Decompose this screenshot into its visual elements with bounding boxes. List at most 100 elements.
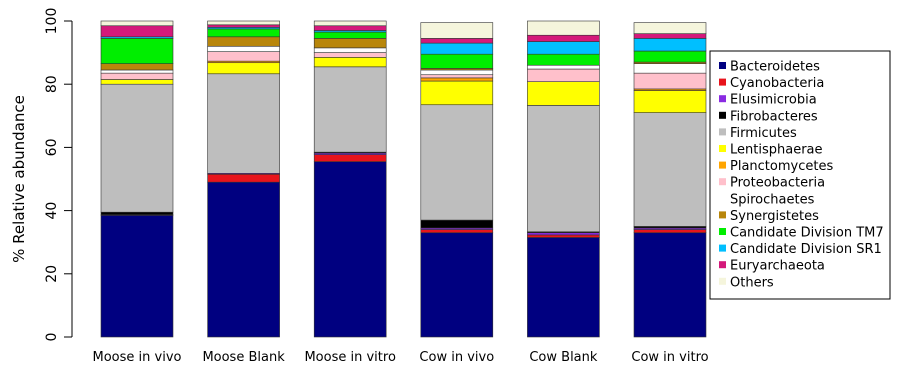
bar-segment-spirochaetes [633,63,707,74]
bar-segment-synergistetes [100,63,174,71]
bar-segment-euryarchaeota [100,25,174,38]
legend-swatch [719,78,726,86]
y-tick-label: 80 [44,75,60,93]
bar-segment-euryarchaeota [633,33,707,39]
legend-swatch [718,194,727,203]
legend-box [709,50,891,300]
bar-segment-others [420,22,494,39]
y-tick-label: 0 [44,333,60,342]
legend-label: Cyanobacteria [730,76,824,91]
bar-segment-euryarchaeota [420,38,494,44]
bar-segment-fibrobacteres [420,219,494,229]
bar-segment-others [633,22,707,34]
bar-segment-spirochaetes [527,64,600,70]
bar-segment-euryarchaeota [313,25,387,31]
legend-swatch [719,178,726,186]
bar-segment-others [207,20,280,26]
bar-segment-fibrobacteres [100,211,174,216]
bar-segment-bacteroidetes [207,181,280,338]
legend-label: Lentisphaerae [730,143,823,158]
legend-label: Candidate Division SR1 [730,242,882,257]
bar-segment-firmicutes [633,112,707,227]
legend-swatch [719,145,726,152]
bar-segment-cyanobacteria [420,229,494,234]
bar-segment-bacteroidetes [420,232,494,338]
category-label: Moose in vivo [93,350,182,365]
legend-swatch [719,95,726,103]
y-tick-label: 20 [44,265,60,283]
legend-label: Others [730,275,774,290]
bar-segment-proteobacteria [100,72,174,80]
bar-segment-spirochaetes [100,69,174,74]
bar-segment-candidate-division-sr1 [527,41,600,55]
bar-segment-proteobacteria [313,52,387,58]
bar-segment-spirochaetes [207,45,280,52]
bar-segment-candidate-division-tm7 [207,28,280,38]
y-tick-label: 40 [44,202,60,220]
bar-segment-candidate-division-tm7 [100,38,174,64]
legend-swatch [719,261,726,269]
legend-swatch [719,244,726,252]
y-tick-label: 100 [44,8,60,35]
bar-segment-elusimicrobia [527,232,600,236]
bar-segment-synergistetes [207,36,280,47]
bar-segment-bacteroidetes [100,215,174,338]
bar-segment-euryarchaeota [527,34,600,42]
category-label: Cow Blank [529,350,598,365]
legend-swatch [719,277,726,285]
category-label: Moose in vitro [304,350,395,365]
bar-segment-proteobacteria [420,74,494,79]
bar-segment-bacteroidetes [527,237,600,338]
legend-label: Fibrobacteres [730,109,818,124]
bar-segment-firmicutes [313,66,387,153]
legend-swatch [719,161,726,169]
legend-label: Proteobacteria [730,176,825,191]
y-tick-label: 60 [44,138,60,156]
bar-segment-proteobacteria [633,72,707,90]
bar-segment-cyanobacteria [633,229,707,234]
bar-segment-lentisphaerae [207,62,280,75]
bar-segment-spirochaetes [313,47,387,53]
bar-segment-firmicutes [420,104,494,221]
bar-segment-bacteroidetes [633,232,707,338]
bar-segment-others [313,20,387,27]
category-label: Moose Blank [202,350,285,365]
bar-segment-lentisphaerae [420,80,494,106]
bar-segment-candidate-division-tm7 [633,50,707,63]
category-label: Cow in vitro [631,350,708,365]
legend-swatch [719,111,726,119]
bar-segment-proteobacteria [207,51,280,62]
legend-label: Firmicutes [730,126,797,141]
bar-segment-synergistetes [313,38,387,49]
legend-label: Synergistetes [730,209,819,224]
legend-label: Planctomycetes [730,159,833,174]
bar-segment-bacteroidetes [313,161,387,338]
bar-segment-candidate-division-sr1 [633,38,707,52]
bar-segment-cyanobacteria [207,173,280,183]
legend-swatch [719,211,726,219]
legend-swatch [719,62,726,69]
bar-segment-proteobacteria [527,68,600,82]
category-label: Cow in vivo [419,350,494,365]
bar-segment-firmicutes [527,105,600,233]
bar-segment-candidate-division-sr1 [420,42,494,55]
bar-segment-others [100,20,174,27]
legend-label: Spirochaetes [730,192,815,207]
y-axis-title: % Relative abundance [10,95,28,263]
bar-segment-candidate-division-tm7 [527,53,600,66]
legend-label: Euryarchaeota [730,259,825,274]
bar-segment-lentisphaerae [313,57,387,68]
bar-segment-candidate-division-tm7 [420,53,494,69]
legend-label: Bacteroidetes [730,60,820,75]
bar-segment-cyanobacteria [527,234,600,238]
bar-segment-firmicutes [207,73,280,174]
bar-segment-spirochaetes [420,69,494,76]
bar-segment-cyanobacteria [313,154,387,162]
bar-segment-others [527,20,600,36]
bar-segment-lentisphaerae [527,81,600,106]
bar-segment-planctomycetes [420,77,494,82]
bar-segment-firmicutes [100,83,174,213]
legend-swatch [719,228,726,235]
